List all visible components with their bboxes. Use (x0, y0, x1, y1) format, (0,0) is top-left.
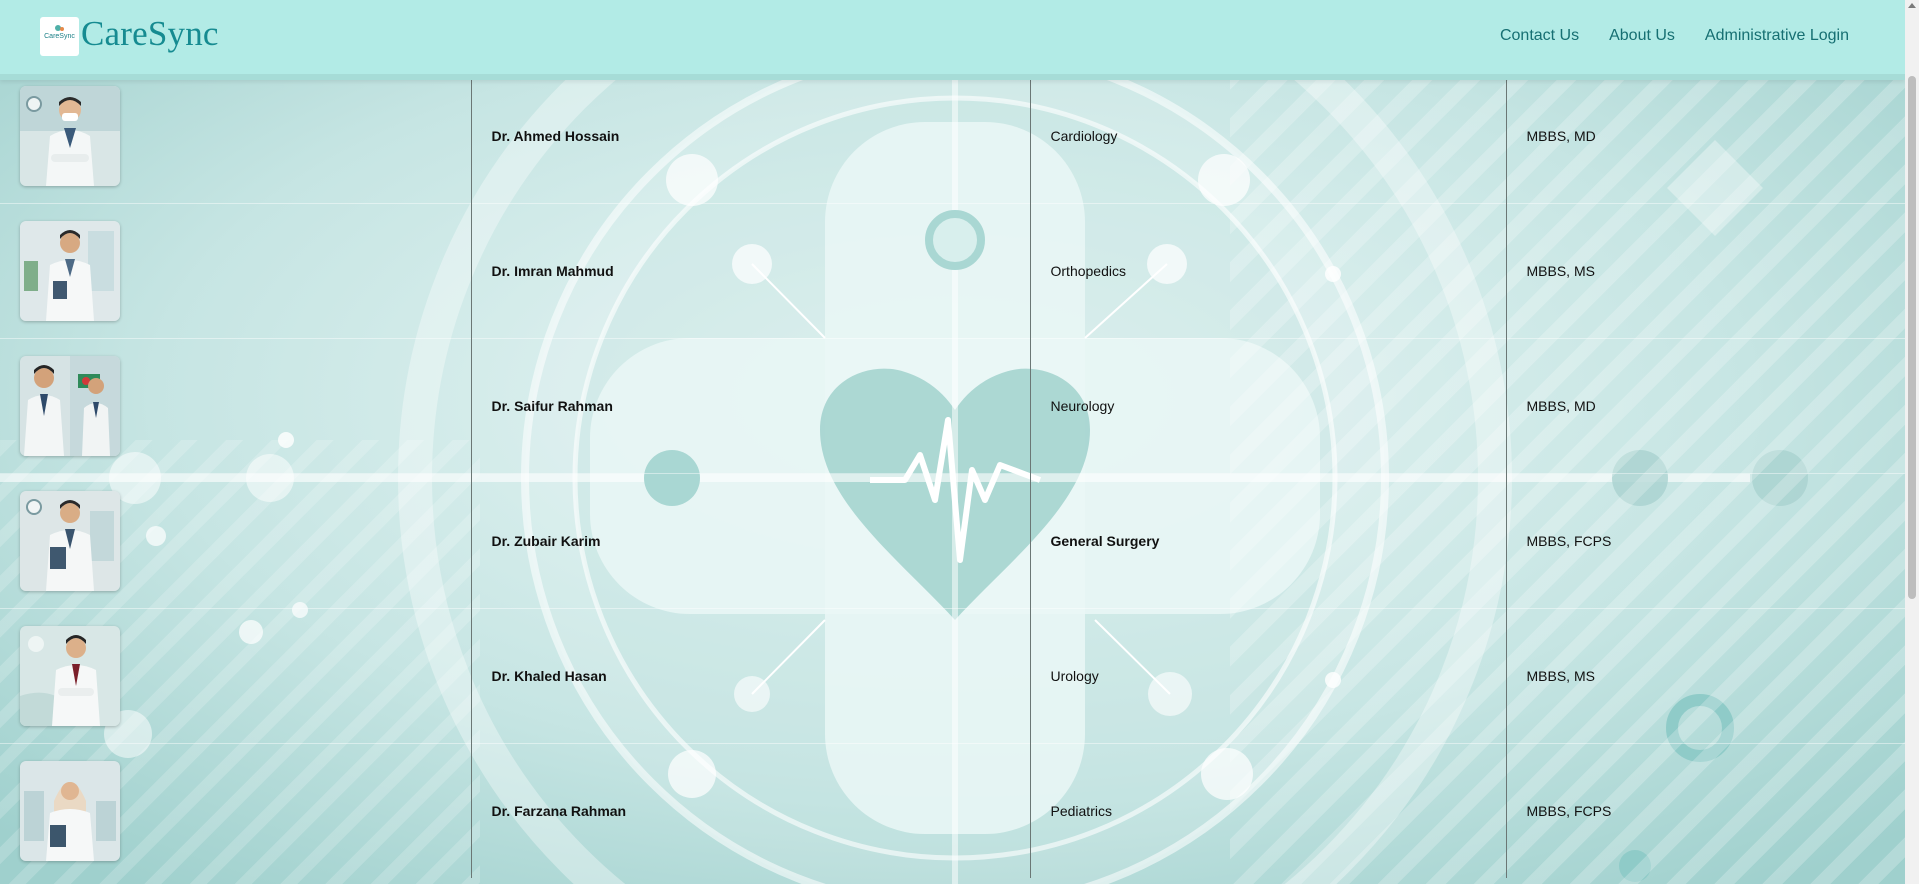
logo[interactable]: CareSync (40, 17, 79, 56)
table-row[interactable]: Dr. Zubair Karim General Surgery MBBS, F… (0, 473, 1905, 609)
nav-about-us[interactable]: About Us (1609, 27, 1675, 44)
doctor-degree: MBBS, FCPS (1505, 473, 1905, 609)
doctor-name: Dr. Saifur Rahman (470, 338, 1030, 474)
doctor-name: Dr. Zubair Karim (470, 473, 1030, 609)
doctor-name: Dr. Farzana Rahman (470, 743, 1030, 878)
doctor-photo-cell (0, 68, 471, 204)
doctor-degree: MBBS, MD (1505, 338, 1905, 474)
doctor-photo (20, 626, 120, 726)
scrollbar-thumb[interactable] (1908, 76, 1916, 599)
doctor-specialization: General Surgery (1029, 473, 1506, 609)
doctor-specialization: Cardiology (1029, 68, 1506, 204)
table-row[interactable]: Dr. Ahmed Hossain Cardiology MBBS, MD (0, 68, 1905, 204)
doctor-degree: MBBS, MS (1505, 203, 1905, 339)
doctor-name: Dr. Imran Mahmud (470, 203, 1030, 339)
doctor-photo (20, 491, 120, 591)
doctor-photo-cell (0, 743, 471, 878)
nav-contact-us[interactable]: Contact Us (1499, 27, 1580, 44)
nav-administrative-login[interactable]: Administrative Login (1704, 27, 1849, 44)
doctor-photo (20, 86, 120, 186)
doctor-specialization: Neurology (1029, 338, 1506, 474)
doctor-name: Dr. Ahmed Hossain (470, 68, 1030, 204)
table-row[interactable]: Dr. Saifur Rahman Neurology MBBS, MD (0, 338, 1905, 474)
doctor-photo-cell (0, 338, 471, 474)
doctor-name: Dr. Khaled Hasan (470, 608, 1030, 744)
top-nav: Contact Us About Us Administrative Login (1500, 27, 1849, 45)
doctor-degree: MBBS, FCPS (1505, 743, 1905, 878)
logo-dot-icon (55, 25, 61, 31)
doctor-photo (20, 221, 120, 321)
scroll-up-arrow-icon[interactable] (1908, 3, 1916, 8)
doctors-table: Sl Doctor Name Specialization Degree (0, 44, 1905, 878)
doctors-table-container: Sl Doctor Name Specialization Degree (0, 44, 1905, 884)
table-row[interactable]: Dr. Imran Mahmud Orthopedics MBBS, MS (0, 203, 1905, 339)
doctor-photo (20, 761, 120, 861)
site-header: CareSync CareSync Contact Us About Us Ad… (0, 0, 1905, 80)
doctor-photo-cell (0, 473, 471, 609)
table-row[interactable]: Dr. Khaled Hasan Urology MBBS, MS (0, 608, 1905, 744)
doctor-specialization: Pediatrics (1029, 743, 1506, 878)
vertical-scrollbar[interactable] (1905, 0, 1919, 884)
doctor-specialization: Orthopedics (1029, 203, 1506, 339)
logo-text: CareSync (44, 33, 75, 40)
doctor-degree: MBBS, MS (1505, 608, 1905, 744)
doctor-photo-cell (0, 608, 471, 744)
doctor-photo (20, 356, 120, 456)
table-row[interactable]: Dr. Farzana Rahman Pediatrics MBBS, FCPS (0, 743, 1905, 878)
logo-accent-icon (60, 27, 64, 31)
doctor-specialization: Urology (1029, 608, 1506, 744)
brand-name[interactable]: CareSync (81, 14, 219, 53)
doctor-degree: MBBS, MD (1505, 68, 1905, 204)
doctor-photo-cell (0, 203, 471, 339)
